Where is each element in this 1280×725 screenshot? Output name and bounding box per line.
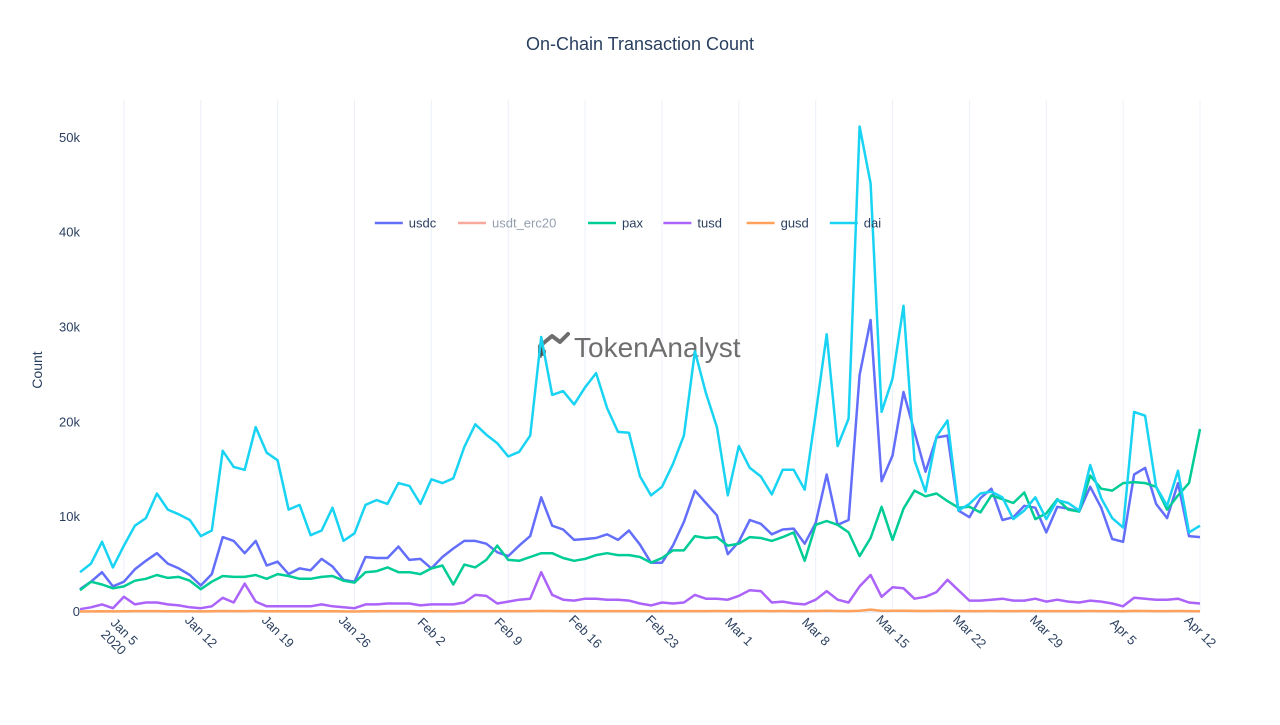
legend-label: dai — [864, 216, 881, 231]
y-tick-label: 30k — [59, 320, 80, 335]
x-tick: Jan 19 — [259, 613, 297, 651]
x-tick-label: Jan 12 — [182, 613, 220, 651]
x-tick: Feb 16 — [566, 612, 605, 651]
x-tick: Mar 22 — [950, 612, 989, 651]
legend-item-gusd[interactable]: gusd — [746, 216, 809, 231]
x-tick-label: Feb 16 — [566, 612, 605, 651]
legend-item-tusd[interactable]: tusd — [663, 216, 722, 231]
x-tick-label: Mar 22 — [950, 612, 989, 651]
legend-item-pax[interactable]: pax — [588, 216, 643, 231]
series-layer — [79, 125, 1202, 613]
x-tick: Apr 12 — [1182, 613, 1220, 651]
legend-label: usdt_erc20 — [492, 216, 556, 231]
watermark: TokenAnalyst — [538, 332, 741, 363]
legend-item-usdc[interactable]: usdc — [374, 216, 437, 231]
x-tick-label: Mar 8 — [799, 615, 833, 649]
y-tick-label: 10k — [59, 509, 80, 524]
y-tick-label: 40k — [59, 225, 80, 240]
legend-label: tusd — [697, 216, 722, 231]
legend-item-usdt_erc20[interactable]: usdt_erc20 — [458, 216, 556, 231]
x-tick: Jan 12 — [182, 613, 220, 651]
x-tick-label: Mar 15 — [873, 612, 912, 651]
y-tick-label: 20k — [59, 414, 80, 429]
series-line-pax — [79, 428, 1202, 592]
x-tick: Feb 23 — [643, 612, 682, 651]
series-line-gusd — [79, 608, 1201, 613]
legend-item-dai[interactable]: dai — [829, 216, 881, 231]
legend[interactable]: usdc usdt_erc20 pax tusd gusd dai — [374, 216, 881, 231]
legend-label: usdc — [409, 216, 437, 231]
x-tick-label: Feb 23 — [643, 612, 682, 651]
x-tick: Mar 8 — [799, 615, 833, 649]
legend-label: pax — [622, 216, 643, 231]
x-tick: Jan 26 — [336, 613, 374, 651]
x-tick: Mar 29 — [1027, 612, 1066, 651]
x-tick: Mar 1 — [722, 615, 756, 649]
x-tick-label: Feb 9 — [492, 615, 526, 649]
y-tick-label: 50k — [59, 130, 80, 145]
chart-title: On-Chain Transaction Count — [526, 34, 754, 54]
series-line-dai — [79, 125, 1201, 574]
watermark-text: TokenAnalyst — [574, 332, 741, 363]
x-tick-label: Jan 19 — [259, 613, 297, 651]
x-tick-label: Mar 29 — [1027, 612, 1066, 651]
x-tick-label: Feb 2 — [415, 615, 449, 649]
series-line-tusd — [79, 570, 1201, 611]
x-tick-label: Jan 26 — [336, 613, 374, 651]
legend-label: gusd — [781, 216, 809, 231]
x-tick-label: Mar 1 — [722, 615, 756, 649]
x-tick: Feb 2 — [415, 615, 449, 649]
x-tick: Apr 5 — [1107, 615, 1140, 648]
x-tick-label: Apr 12 — [1182, 613, 1220, 651]
x-tick-label: Apr 5 — [1107, 615, 1140, 648]
x-tick: Feb 9 — [492, 615, 526, 649]
y-tick-label: 0 — [73, 604, 80, 619]
x-tick: Mar 15 — [873, 612, 912, 651]
y-axis-title: Count — [29, 351, 45, 388]
